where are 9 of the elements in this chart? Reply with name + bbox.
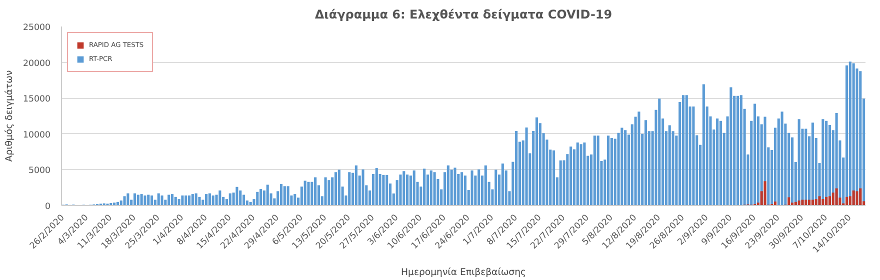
y-tick-label: 0 — [44, 202, 51, 212]
y-tick-label: 20000 — [22, 58, 51, 69]
y-tick-label: 15000 — [22, 94, 51, 105]
y-axis-title: Αριθμός δειγμάτων — [4, 70, 15, 162]
chart-title: Διάγραμμα 6: Ελεχθέντα δείγματα COVID-19 — [314, 8, 612, 22]
y-tick-label: 25000 — [22, 23, 51, 33]
y-tick-label: 10000 — [22, 130, 51, 140]
x-axis-title: Ημερομηνία Επιβεβαίωσης — [401, 266, 526, 278]
y-tick-label: 5000 — [28, 166, 50, 176]
